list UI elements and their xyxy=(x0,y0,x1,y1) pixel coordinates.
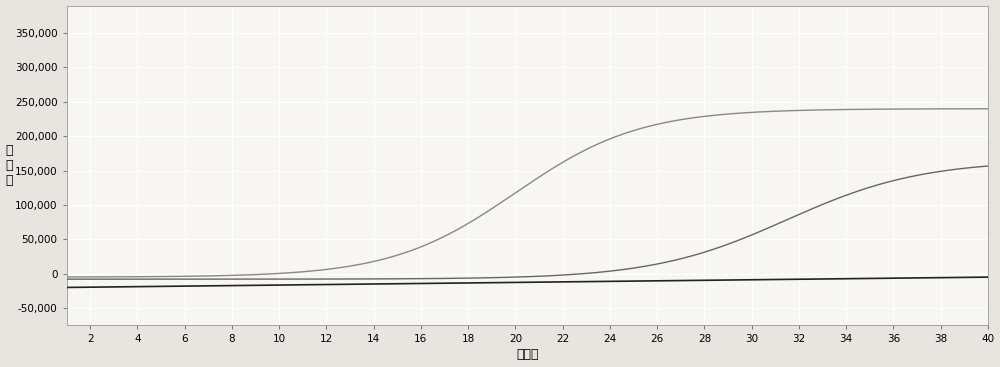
Y-axis label: 荧
光
値: 荧 光 値 xyxy=(6,144,13,187)
X-axis label: 循环数: 循环数 xyxy=(516,348,538,361)
